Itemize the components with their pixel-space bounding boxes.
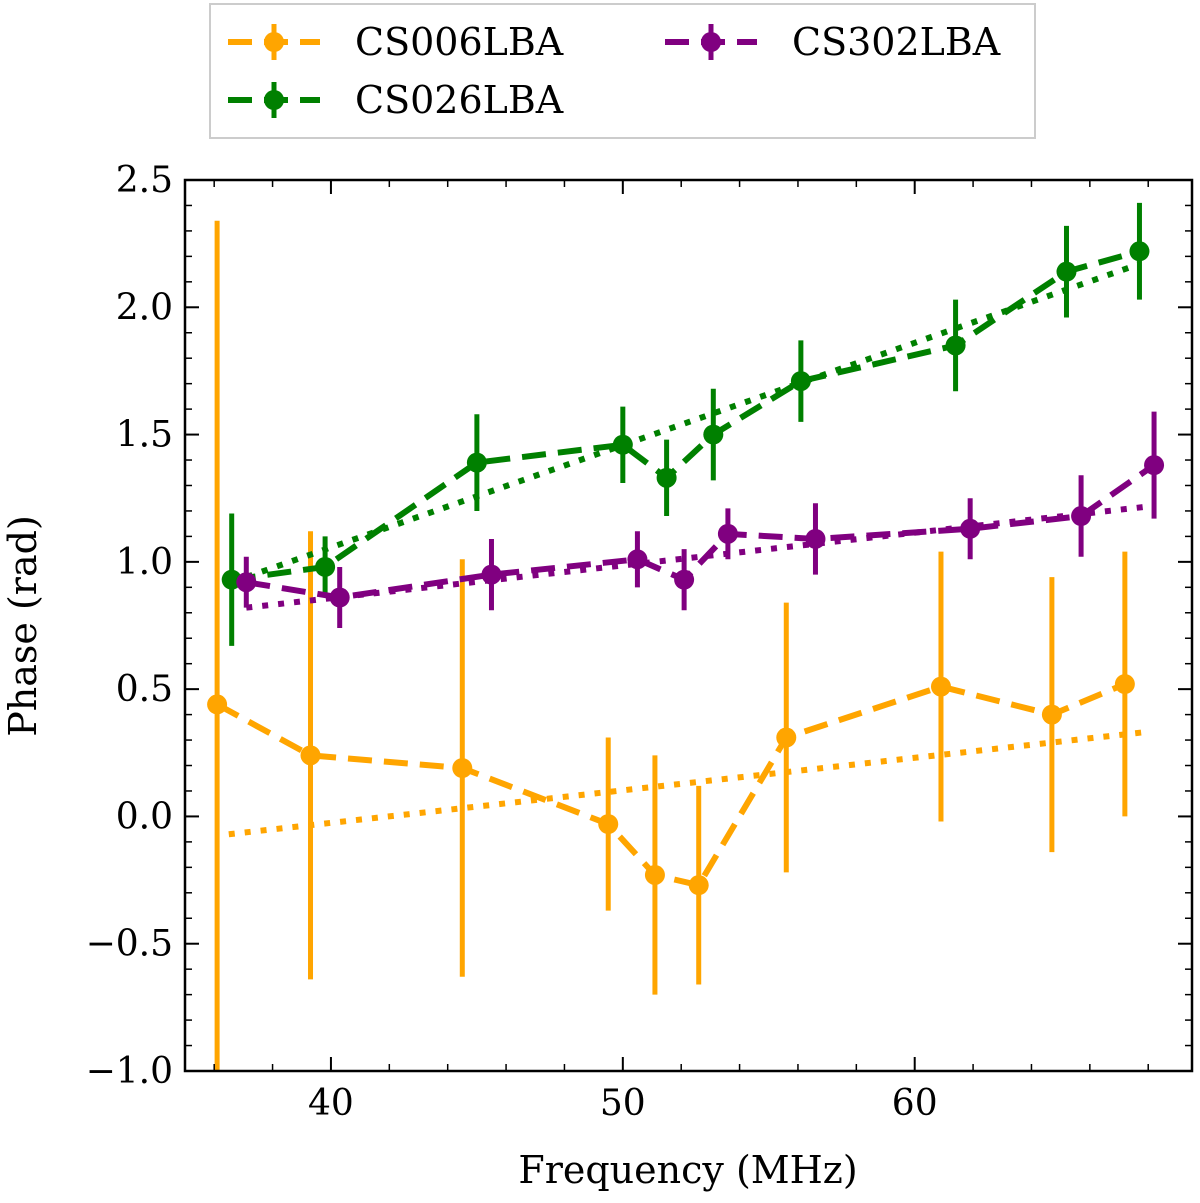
y-tick-label: −1.0 — [86, 1051, 173, 1092]
data-point-cs302lba — [674, 569, 695, 590]
data-line-cs302lba — [245, 462, 1156, 601]
data-point-cs302lba — [236, 572, 257, 593]
data-point-cs026lba — [1129, 241, 1150, 262]
data-line-cs026lba — [231, 248, 1141, 583]
data-point-cs026lba — [315, 556, 336, 577]
data-line-cs006lba — [215, 681, 1127, 889]
data-point-cs006lba — [1041, 704, 1062, 725]
x-tick-label: 40 — [308, 1083, 354, 1124]
data-point-cs006lba — [207, 694, 228, 715]
data-point-cs302lba — [805, 528, 826, 549]
x-axis-label: Frequency (MHz) — [518, 1148, 857, 1192]
data-point-cs006lba — [598, 814, 619, 835]
legend-marker-cs026lba — [264, 90, 284, 110]
data-point-cs026lba — [703, 424, 724, 445]
data-point-cs026lba — [945, 335, 966, 356]
plot-frame — [183, 178, 1194, 1073]
y-axis-label: Phase (rad) — [1, 515, 45, 737]
data-point-cs302lba — [627, 549, 648, 570]
data-point-cs302lba — [481, 564, 502, 585]
data-point-cs026lba — [466, 452, 487, 473]
data-point-cs026lba — [612, 434, 633, 455]
legend-label-cs006lba: CS006LBA — [355, 20, 564, 64]
series-cs006lba — [207, 220, 1143, 1071]
series-cs026lba — [221, 202, 1150, 646]
y-tick-label: 1.5 — [116, 415, 173, 456]
plot-content — [207, 202, 1165, 1071]
y-tick-label: 0.5 — [116, 669, 173, 710]
x-tick-label: 50 — [600, 1083, 646, 1124]
data-point-cs006lba — [688, 875, 709, 896]
data-point-cs026lba — [790, 371, 811, 392]
data-point-cs302lba — [1071, 506, 1092, 527]
data-point-cs006lba — [452, 758, 473, 779]
legend-entry-cs006lba: CS006LBA — [228, 20, 564, 64]
data-point-cs006lba — [1114, 674, 1135, 695]
legend-entry-cs302lba: CS302LBA — [665, 20, 1001, 64]
data-point-cs302lba — [329, 587, 350, 608]
data-point-cs006lba — [930, 676, 951, 697]
y-tick-label: 2.0 — [116, 287, 173, 328]
legend-label-cs302lba: CS302LBA — [792, 20, 1001, 64]
data-point-cs006lba — [300, 745, 321, 766]
fit-line-cs006lba — [228, 729, 1143, 838]
data-point-cs026lba — [656, 467, 677, 488]
data-point-cs302lba — [960, 518, 981, 539]
legend-entry-cs026lba: CS026LBA — [228, 78, 564, 122]
y-tick-label: 0.0 — [116, 796, 173, 837]
legend-label-cs026lba: CS026LBA — [355, 78, 564, 122]
legend-marker-cs302lba — [701, 32, 721, 52]
y-tick-label: 2.5 — [116, 160, 173, 201]
y-tick-label: −0.5 — [86, 924, 173, 965]
axis-ticks — [185, 179, 1192, 1072]
legend-frame — [209, 3, 1036, 139]
data-point-cs026lba — [1056, 261, 1077, 282]
y-tick-label: 1.0 — [116, 542, 173, 583]
series-cs302lba — [236, 411, 1165, 629]
axis-tick-labels: −1.0 −0.5 0.0 0.5 1.0 1.5 2.0 2.5 40 50 60 — [86, 160, 938, 1124]
x-tick-label: 60 — [892, 1083, 938, 1124]
data-point-cs006lba — [644, 864, 665, 885]
legend-marker-cs006lba — [264, 32, 284, 52]
data-point-cs302lba — [717, 523, 738, 544]
legend: CS006LBA CS026LBA CS302LBA — [209, 3, 1036, 139]
data-point-cs006lba — [776, 727, 797, 748]
data-point-cs302lba — [1144, 455, 1165, 476]
